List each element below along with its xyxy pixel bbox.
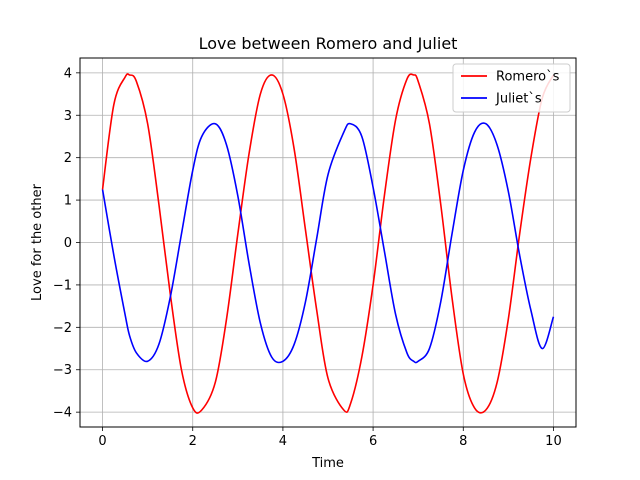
grid — [80, 58, 576, 427]
y-tick-label: −3 — [53, 363, 72, 378]
ticks: 0 2 4 6 8 10 −4 −3 −2 −1 0 1 2 3 4 — [53, 66, 562, 449]
x-tick-label: 8 — [459, 434, 467, 449]
series-layer — [101, 73, 555, 414]
y-tick-label: 1 — [64, 194, 72, 209]
y-tick-label: −1 — [53, 278, 72, 293]
x-tick-label: 0 — [98, 434, 106, 449]
x-tick-label: 4 — [279, 434, 287, 449]
x-axis-label: Time — [311, 456, 344, 471]
y-tick-label: 2 — [64, 151, 72, 166]
legend: Romero`s Juliet`s — [452, 63, 571, 113]
chart-title: Love between Romero and Juliet — [199, 34, 458, 53]
x-tick-label: 2 — [189, 434, 197, 449]
series-line-0 — [101, 73, 555, 414]
y-tick-label: −4 — [53, 406, 72, 421]
x-tick-label: 6 — [369, 434, 377, 449]
y-tick-label: −2 — [53, 321, 72, 336]
legend-label: Romero`s — [496, 70, 560, 85]
x-tick-label: 10 — [545, 434, 562, 449]
y-axis-label: Love for the other — [30, 183, 45, 301]
y-tick-label: 4 — [64, 66, 72, 81]
y-tick-label: 0 — [64, 236, 72, 251]
legend-label: Juliet`s — [495, 92, 542, 107]
series-line-1 — [101, 122, 555, 364]
y-tick-label: 3 — [64, 109, 72, 124]
